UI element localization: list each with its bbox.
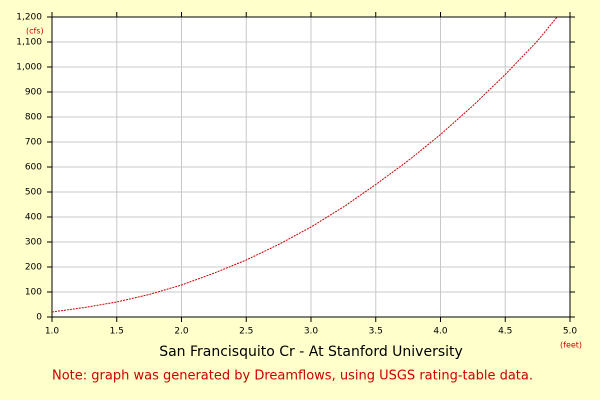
- y-tick-label: 300: [25, 238, 42, 248]
- y-tick-label: 100: [25, 288, 42, 298]
- y-tick-label: 500: [25, 188, 42, 198]
- x-tick-label: 1.0: [45, 327, 60, 337]
- x-tick-label: 1.5: [110, 327, 124, 337]
- note: Note: graph was generated by Dreamflows,…: [52, 369, 533, 384]
- y-tick-label: 900: [25, 88, 42, 98]
- x-tick-label: 2.5: [239, 327, 253, 337]
- y-tick-label: 1,100: [16, 38, 42, 48]
- x-unit: (feet): [560, 341, 582, 350]
- y-tick-label: 700: [25, 138, 42, 148]
- y-tick-label: 600: [25, 163, 42, 173]
- y-tick-label: 1,000: [16, 63, 42, 73]
- chart-title: San Francisquito Cr - At Stanford Univer…: [159, 344, 463, 360]
- x-tick-label: 3.0: [304, 327, 319, 337]
- y-tick-label: 1,200: [16, 13, 42, 23]
- y-tick-label: 0: [36, 313, 42, 323]
- x-tick-label: 4.0: [433, 327, 448, 337]
- x-tick-label: 4.5: [498, 327, 512, 337]
- x-tick-label: 5.0: [563, 327, 578, 337]
- x-tick-label: 3.5: [369, 327, 383, 337]
- y-tick-label: 800: [25, 113, 42, 123]
- data-line: [51, 16, 558, 313]
- y-unit: (cfs): [26, 27, 44, 36]
- x-tick-label: 2.0: [174, 327, 189, 337]
- y-tick-label: 200: [25, 263, 42, 273]
- y-tick-label: 400: [25, 213, 42, 223]
- plot-border: [51, 16, 571, 318]
